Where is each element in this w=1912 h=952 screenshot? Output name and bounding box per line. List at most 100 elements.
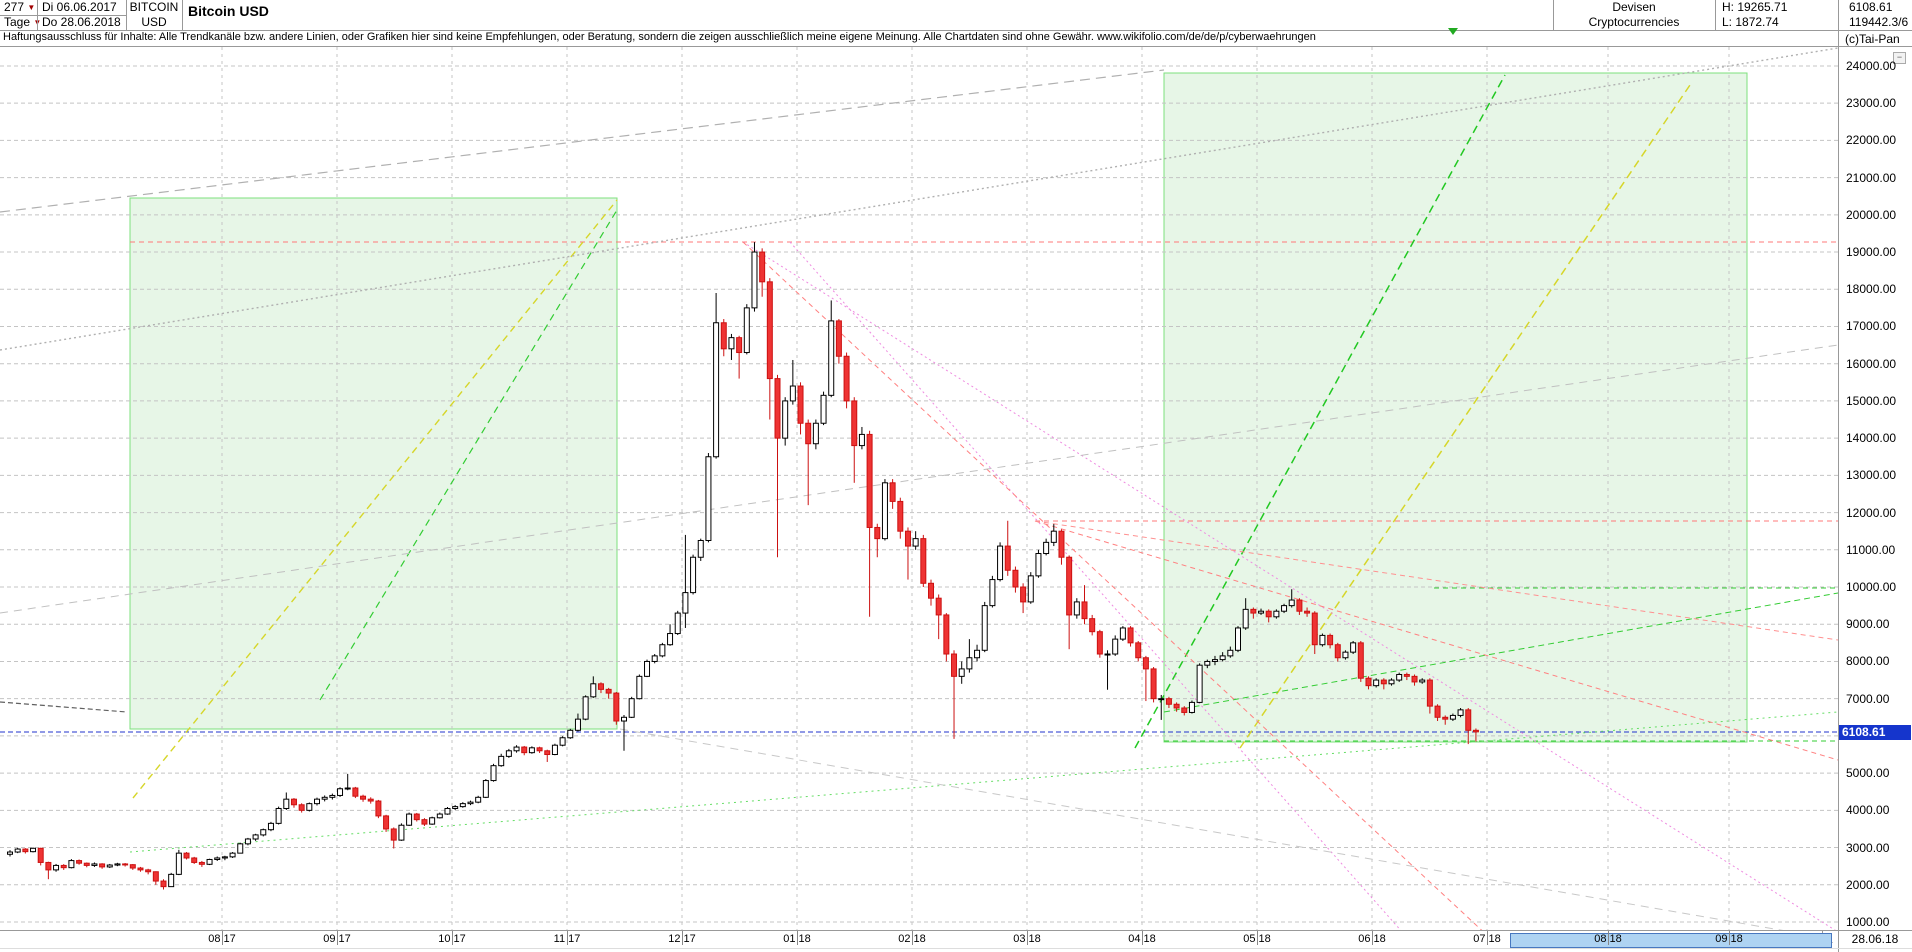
candle-body [390,828,397,841]
candle-body [1465,709,1472,731]
trend-line [0,344,1838,614]
symbol-name: BITCOIN [129,0,179,14]
period-dropdown[interactable]: Tage ▼ [4,15,41,30]
candle-body [858,433,865,447]
price-tick-label: 23000.00 [1846,96,1897,111]
last-price: 6108.61 [1849,0,1893,14]
price-tick-label: 5000.00 [1846,766,1890,781]
period-value: Tage [4,15,31,29]
candle-body [1173,703,1180,709]
candle-body [329,794,336,798]
price-tick-label: 20000.00 [1846,207,1897,222]
candle-body [490,765,497,782]
price-tick-label: 2000.00 [1846,877,1890,892]
candle-body [298,804,305,811]
month-tick [337,931,338,945]
candle-body [467,801,474,805]
candle-body [966,657,973,670]
candle-body [1403,673,1410,677]
candle-body [1327,634,1334,646]
candle-body [337,788,344,796]
candle-body [1426,679,1433,707]
candle-body [1380,679,1387,685]
candle-body [613,692,620,722]
candle-body [1273,610,1280,618]
divider [0,15,126,16]
candle-body [99,863,106,868]
candle-body [974,649,981,659]
bars-count-value: 277 [4,0,25,14]
candle-body [774,378,781,439]
candle-body [1442,716,1449,720]
candle-body [904,530,911,547]
candle-body [1227,649,1234,657]
price-tick-label: 24000.00 [1846,58,1897,73]
divider [1715,0,1716,30]
candle-body [728,337,735,350]
candle-body [191,857,198,863]
page-title: Bitcoin USD [188,3,269,19]
candle-body [1388,679,1395,685]
candle-body [1357,642,1364,679]
price-tick-label: 4000.00 [1846,803,1890,818]
month-label: 09 18 [1715,933,1743,945]
candle-body [482,780,489,798]
candle-body [398,824,405,841]
candle-body [53,864,60,871]
candle-body [1135,642,1142,659]
candle-body [590,683,597,698]
candle-body [1027,575,1034,603]
candle-body [567,729,574,739]
candle-body [229,852,236,858]
candle-body [1472,729,1479,733]
month-tick [912,931,913,945]
visible-range-band[interactable] [1510,933,1832,948]
minimize-icon[interactable]: − [1893,52,1906,64]
candle-body [76,860,83,864]
candle-body [1204,660,1211,666]
candle-body [1004,545,1011,571]
month-tick [567,931,568,945]
candle-body [1165,698,1172,705]
trend-line [1034,520,1838,641]
candle-body [475,796,482,803]
candle-body [275,807,282,824]
bars-count-dropdown[interactable]: 277 ▼ [4,0,35,15]
category-line1: Devisen [1612,0,1656,14]
candle-body [928,582,934,599]
candle-body [214,857,221,860]
candle-body [1035,553,1042,577]
candle-body [1396,673,1403,681]
candle-body [160,880,167,888]
candle-body [935,597,942,616]
price-tick-label: 22000.00 [1846,133,1897,148]
candle-body [736,337,743,354]
candle-body [383,815,390,830]
month-label: 08 18 [1594,933,1622,945]
price-tick-label: 7000.00 [1846,691,1890,706]
trend-line [129,711,1838,853]
candle-body [360,795,367,800]
divider [0,948,1912,949]
candle-body [705,456,712,541]
candle-body [797,385,804,424]
candle-body [621,716,627,722]
price-tick-label: 9000.00 [1846,617,1890,632]
candle-body [674,612,681,635]
category-line2: Cryptocurrencies [1588,15,1680,29]
candle-body [1258,610,1265,614]
candle-body [290,798,297,806]
price-tick-label: 15000.00 [1846,393,1897,408]
candle-body [30,847,37,853]
chart-canvas[interactable] [0,46,1838,930]
candle-body [789,385,796,402]
month-tick [682,931,683,945]
candle-body [237,843,244,854]
candle-body [459,803,466,808]
candle-body [1365,677,1372,687]
candle-body [436,813,443,819]
candle-body [920,538,927,584]
candle-body [137,867,144,871]
candle-body [122,863,129,866]
candle-body [605,688,612,694]
